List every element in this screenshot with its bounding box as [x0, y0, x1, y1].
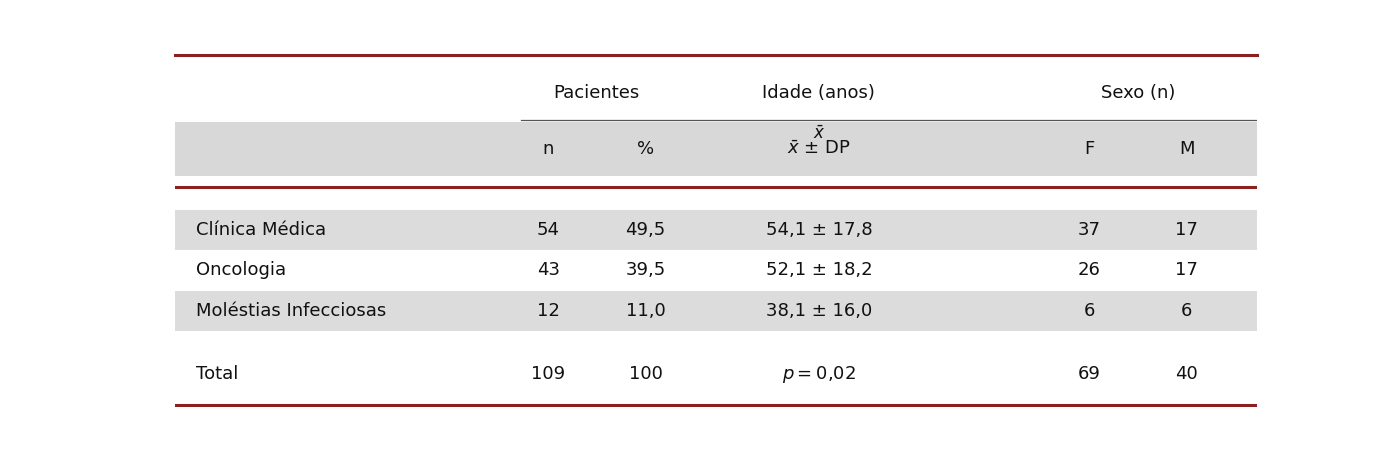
Bar — [175, 65, 1257, 120]
Text: 17: 17 — [1175, 261, 1199, 279]
Text: F: F — [1084, 140, 1095, 158]
Text: 12: 12 — [536, 302, 560, 320]
Text: $\bar{x}$ ± DP: $\bar{x}$ ± DP — [787, 140, 851, 158]
Text: Moléstias Infecciosas: Moléstias Infecciosas — [196, 302, 387, 320]
Bar — [175, 291, 1257, 331]
Text: 43: 43 — [536, 261, 560, 279]
Text: 26: 26 — [1078, 261, 1101, 279]
Text: 54,1 ± 17,8: 54,1 ± 17,8 — [766, 221, 872, 239]
Text: 37: 37 — [1078, 221, 1101, 239]
Text: 100: 100 — [629, 365, 662, 383]
Text: $p=0{,}02$: $p=0{,}02$ — [782, 364, 856, 385]
Text: Sexo (n): Sexo (n) — [1101, 84, 1175, 101]
Text: 52,1 ± 18,2: 52,1 ± 18,2 — [766, 261, 872, 279]
Text: 38,1 ± 16,0: 38,1 ± 16,0 — [766, 302, 872, 320]
Text: $\bar{x}$ ± DP: $\bar{x}$ ± DP — [787, 140, 851, 158]
Text: %: % — [637, 140, 654, 158]
Text: 11,0: 11,0 — [626, 302, 665, 320]
Text: Clínica Médica: Clínica Médica — [196, 221, 327, 239]
Text: 17: 17 — [1175, 221, 1199, 239]
Bar — [175, 210, 1257, 250]
Text: Pacientes: Pacientes — [553, 84, 640, 101]
Bar — [175, 122, 1257, 176]
Text: 39,5: 39,5 — [626, 261, 666, 279]
Text: 6: 6 — [1084, 302, 1095, 320]
Text: Idade (anos): Idade (anos) — [763, 84, 876, 101]
Text: M: M — [1179, 140, 1194, 158]
Text: 109: 109 — [531, 365, 566, 383]
Text: n: n — [542, 140, 553, 158]
Text: Oncologia: Oncologia — [196, 261, 286, 279]
Text: Total: Total — [196, 365, 239, 383]
Text: 6: 6 — [1182, 302, 1193, 320]
Text: 69: 69 — [1078, 365, 1101, 383]
Text: 49,5: 49,5 — [626, 221, 666, 239]
Bar — [175, 250, 1257, 291]
Text: 40: 40 — [1175, 365, 1199, 383]
Text: 54: 54 — [536, 221, 560, 239]
Text: $\bar{x}$: $\bar{x}$ — [813, 125, 826, 143]
Bar — [175, 354, 1257, 394]
